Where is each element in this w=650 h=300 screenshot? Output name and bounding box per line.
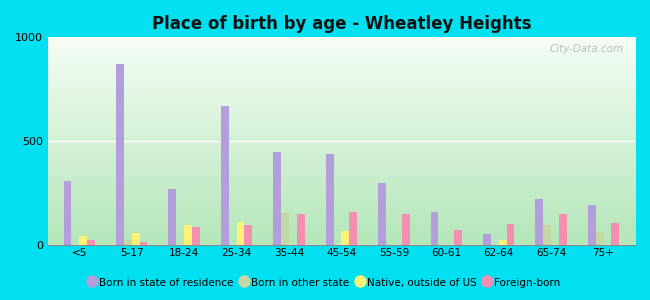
Bar: [273, 152, 281, 245]
Bar: [499, 240, 506, 245]
Bar: [116, 64, 124, 245]
Bar: [297, 214, 305, 245]
Bar: [192, 226, 200, 245]
Bar: [543, 226, 551, 245]
Bar: [595, 232, 604, 245]
Title: Place of birth by age - Wheatley Heights: Place of birth by age - Wheatley Heights: [151, 15, 531, 33]
Bar: [536, 200, 543, 245]
Bar: [281, 213, 289, 245]
Bar: [140, 242, 148, 245]
Bar: [588, 205, 595, 245]
Bar: [378, 183, 386, 245]
Text: City-Data.com: City-Data.com: [549, 44, 623, 54]
Bar: [326, 154, 333, 245]
Bar: [87, 240, 95, 245]
Bar: [506, 224, 514, 245]
Bar: [184, 226, 192, 245]
Bar: [132, 233, 140, 245]
Bar: [221, 106, 229, 245]
Bar: [454, 230, 462, 245]
Legend: Born in state of residence, Born in other state, Native, outside of US, Foreign-: Born in state of residence, Born in othe…: [85, 273, 565, 292]
Bar: [237, 222, 244, 245]
Bar: [349, 212, 357, 245]
Bar: [430, 212, 438, 245]
Bar: [244, 226, 252, 245]
Bar: [483, 234, 491, 245]
Bar: [64, 181, 72, 245]
Bar: [124, 240, 132, 245]
Bar: [402, 214, 410, 245]
Bar: [612, 224, 619, 245]
Bar: [341, 231, 349, 245]
Bar: [168, 189, 176, 245]
Bar: [559, 214, 567, 245]
Bar: [79, 236, 87, 245]
